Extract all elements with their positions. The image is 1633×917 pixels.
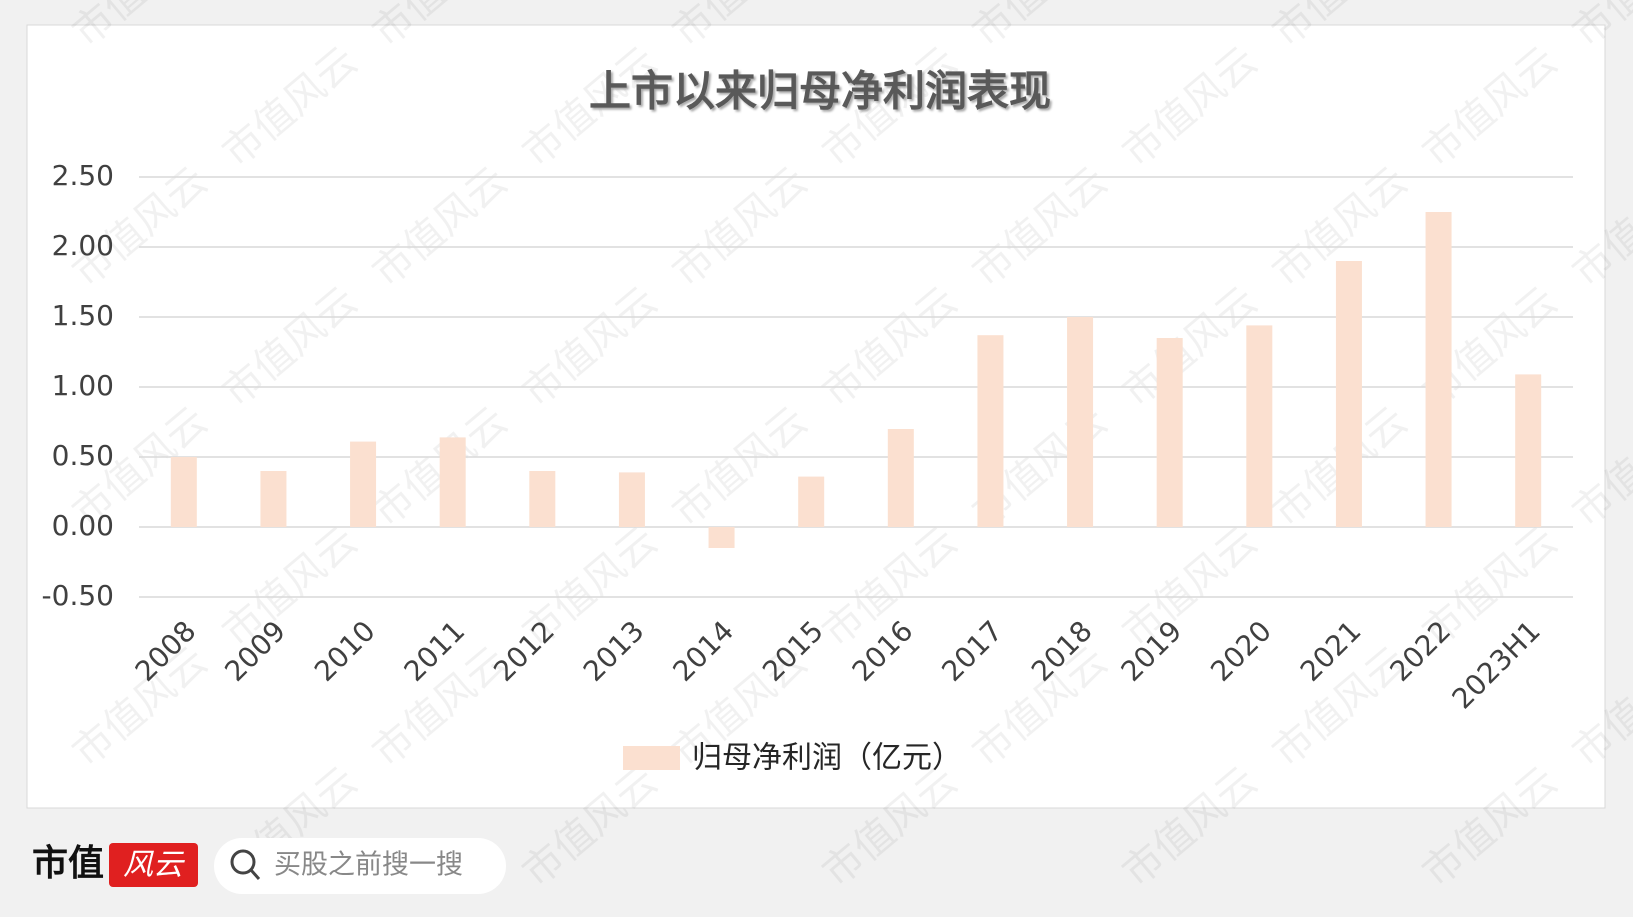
legend-label: 归母净利润（亿元） — [692, 741, 962, 776]
bar — [1335, 261, 1362, 527]
search-icon — [230, 849, 256, 875]
y-tick-label: 0.50 — [52, 439, 114, 472]
bar — [1515, 374, 1542, 527]
brand: 市值 — [32, 842, 104, 884]
bar — [798, 476, 825, 527]
chart-title: 上市以来归母净利润表现 — [589, 67, 1051, 116]
legend-swatch — [623, 746, 680, 770]
logo: 风云 — [123, 848, 185, 883]
bar — [1156, 338, 1183, 527]
bar — [887, 429, 914, 527]
bar — [977, 335, 1004, 527]
bar — [618, 472, 645, 527]
y-tick-label: 1.00 — [52, 369, 114, 402]
bar — [1246, 325, 1273, 527]
bar — [1067, 317, 1094, 527]
y-tick-label: -0.50 — [42, 579, 114, 612]
bar — [529, 471, 556, 527]
bar — [170, 457, 197, 527]
bar — [1425, 212, 1452, 527]
search-icon — [249, 869, 261, 880]
bar — [708, 527, 735, 548]
bar — [439, 437, 466, 527]
search-placeholder: 买股之前搜一搜 — [274, 850, 463, 881]
bar — [350, 441, 377, 527]
logo-box — [109, 843, 198, 887]
y-tick-label: 2.00 — [52, 229, 114, 262]
bar — [260, 471, 287, 527]
y-tick-label: 2.50 — [52, 159, 114, 192]
search-box[interactable] — [214, 838, 506, 894]
y-tick-label: 1.50 — [52, 299, 114, 332]
y-tick-label: 0.00 — [52, 509, 114, 542]
